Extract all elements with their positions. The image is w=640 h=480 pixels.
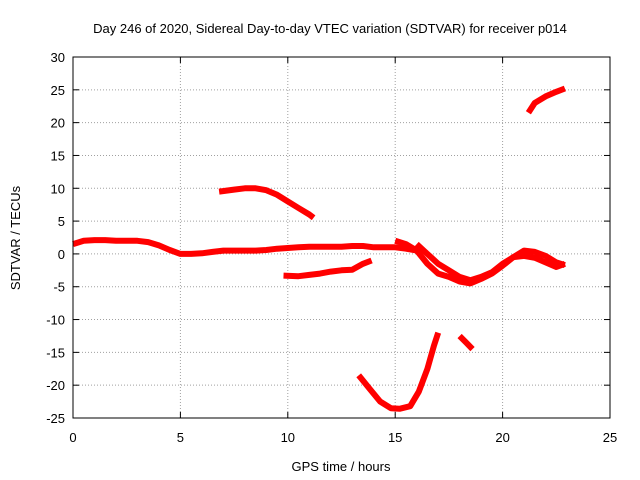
y-tick-label: 30 — [51, 50, 65, 65]
chart-title: Day 246 of 2020, Sidereal Day-to-day VTE… — [93, 21, 567, 36]
y-tick-label: 10 — [51, 181, 65, 196]
x-tick-label: 15 — [388, 430, 402, 445]
y-tick-label: 0 — [58, 247, 65, 262]
series-top-right — [525, 85, 566, 115]
y-tick-label: -5 — [53, 280, 65, 295]
x-axis-label: GPS time / hours — [292, 459, 391, 474]
series-upper-arc — [218, 185, 316, 221]
data-series — [72, 85, 566, 412]
x-tick-label: 25 — [603, 430, 617, 445]
x-tick-label: 10 — [281, 430, 295, 445]
series-lower-plateau — [283, 257, 373, 280]
y-tick-label: 25 — [51, 83, 65, 98]
plot-frame — [72, 56, 611, 419]
axis-ticks: 0 5 10 15 20 25 -25 -20 -15 -10 -5 0 5 10 15 20 25 30 — [46, 50, 617, 445]
series-fragment-2 — [414, 241, 566, 284]
y-tick-label: -20 — [46, 378, 65, 393]
x-tick-label: 0 — [69, 430, 76, 445]
y-tick-label: 5 — [58, 214, 65, 229]
y-tick-label: 15 — [51, 148, 65, 163]
y-axis-label: SDTVAR / TECUs — [8, 185, 23, 290]
y-tick-label: 20 — [51, 116, 65, 131]
x-tick-label: 20 — [495, 430, 509, 445]
series-small-drop — [457, 333, 475, 352]
y-tick-label: -10 — [46, 313, 65, 328]
y-tick-label: -25 — [46, 411, 65, 426]
y-tick-label: -15 — [46, 345, 65, 360]
series-deep-dip — [356, 331, 442, 412]
series-main — [72, 237, 418, 257]
x-tick-label: 5 — [177, 430, 184, 445]
